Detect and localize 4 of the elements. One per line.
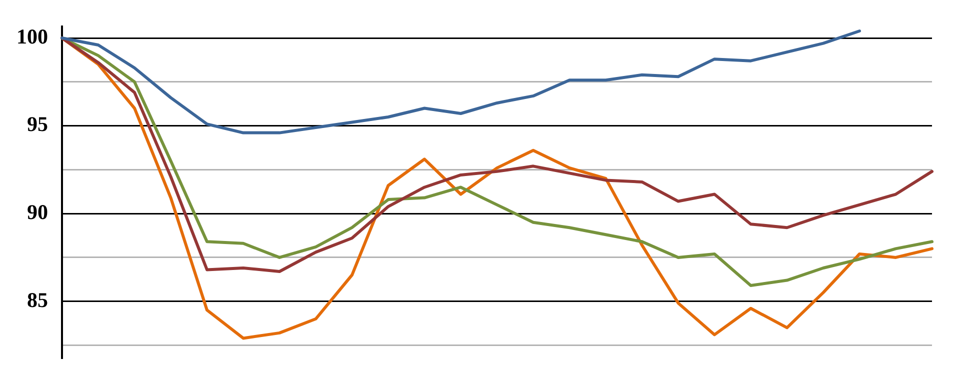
y-tick-label: 95 <box>27 112 48 136</box>
y-tick-label: 90 <box>27 200 48 224</box>
y-tick-label: 85 <box>27 288 48 312</box>
y-tick-label: 100 <box>16 24 48 48</box>
